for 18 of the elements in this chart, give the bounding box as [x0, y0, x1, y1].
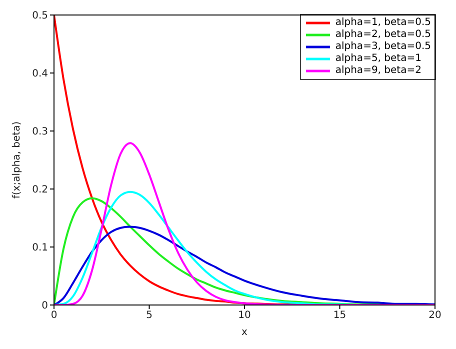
- x-tick-label: 0: [50, 310, 58, 322]
- y-tick-label: 0.4: [32, 68, 48, 80]
- legend-label: alpha=9, beta=2: [335, 65, 422, 77]
- y-tick-label: 0.3: [32, 126, 48, 138]
- x-tick-label: 5: [146, 310, 152, 322]
- y-tick-label: 0.1: [32, 242, 48, 254]
- legend-label: alpha=2, beta=0.5: [335, 29, 431, 41]
- legend-label: alpha=5, beta=1: [335, 53, 422, 65]
- y-tick-label: 0.2: [32, 184, 48, 196]
- y-tick-label: 0.5: [32, 10, 48, 22]
- y-axis-title: f(x;alpha, beta): [12, 121, 23, 199]
- x-tick-label: 10: [238, 310, 251, 322]
- legend-label: alpha=3, beta=0.5: [335, 41, 431, 53]
- x-tick-label: 15: [333, 310, 346, 322]
- legend-label: alpha=1, beta=0.5: [335, 17, 431, 29]
- x-axis-title: x: [242, 327, 248, 338]
- y-tick-label: 0: [42, 300, 48, 312]
- x-tick-label: 20: [428, 310, 442, 322]
